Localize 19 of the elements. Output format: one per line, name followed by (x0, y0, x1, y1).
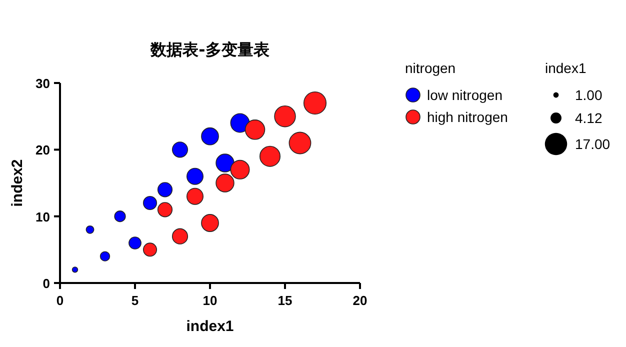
y-tick-label: 30 (36, 76, 50, 91)
legend-label: high nitrogen (427, 109, 508, 125)
x-tick-label: 10 (202, 293, 218, 308)
legend-label: 17.00 (575, 136, 610, 152)
x-axis-title: index1 (186, 318, 234, 335)
chart-title: 数据表-多变量表 (150, 40, 270, 59)
y-tick-label: 10 (36, 209, 50, 224)
legend-label: low nitrogen (427, 87, 502, 103)
x-tick-label: 20 (352, 293, 368, 308)
x-tick-label: 0 (56, 293, 64, 308)
text: index1 (545, 60, 586, 76)
y-tick-label: 0 (42, 276, 50, 291)
legend-label: 1.00 (575, 87, 602, 103)
x-tick-label: 5 (131, 293, 139, 308)
x-tick-label: 15 (278, 293, 292, 308)
y-axis-title: index2 (9, 159, 26, 207)
legend-label: 4.12 (575, 110, 602, 126)
y-tick-label: 20 (36, 142, 50, 158)
legend-title: nitrogen (405, 60, 456, 76)
